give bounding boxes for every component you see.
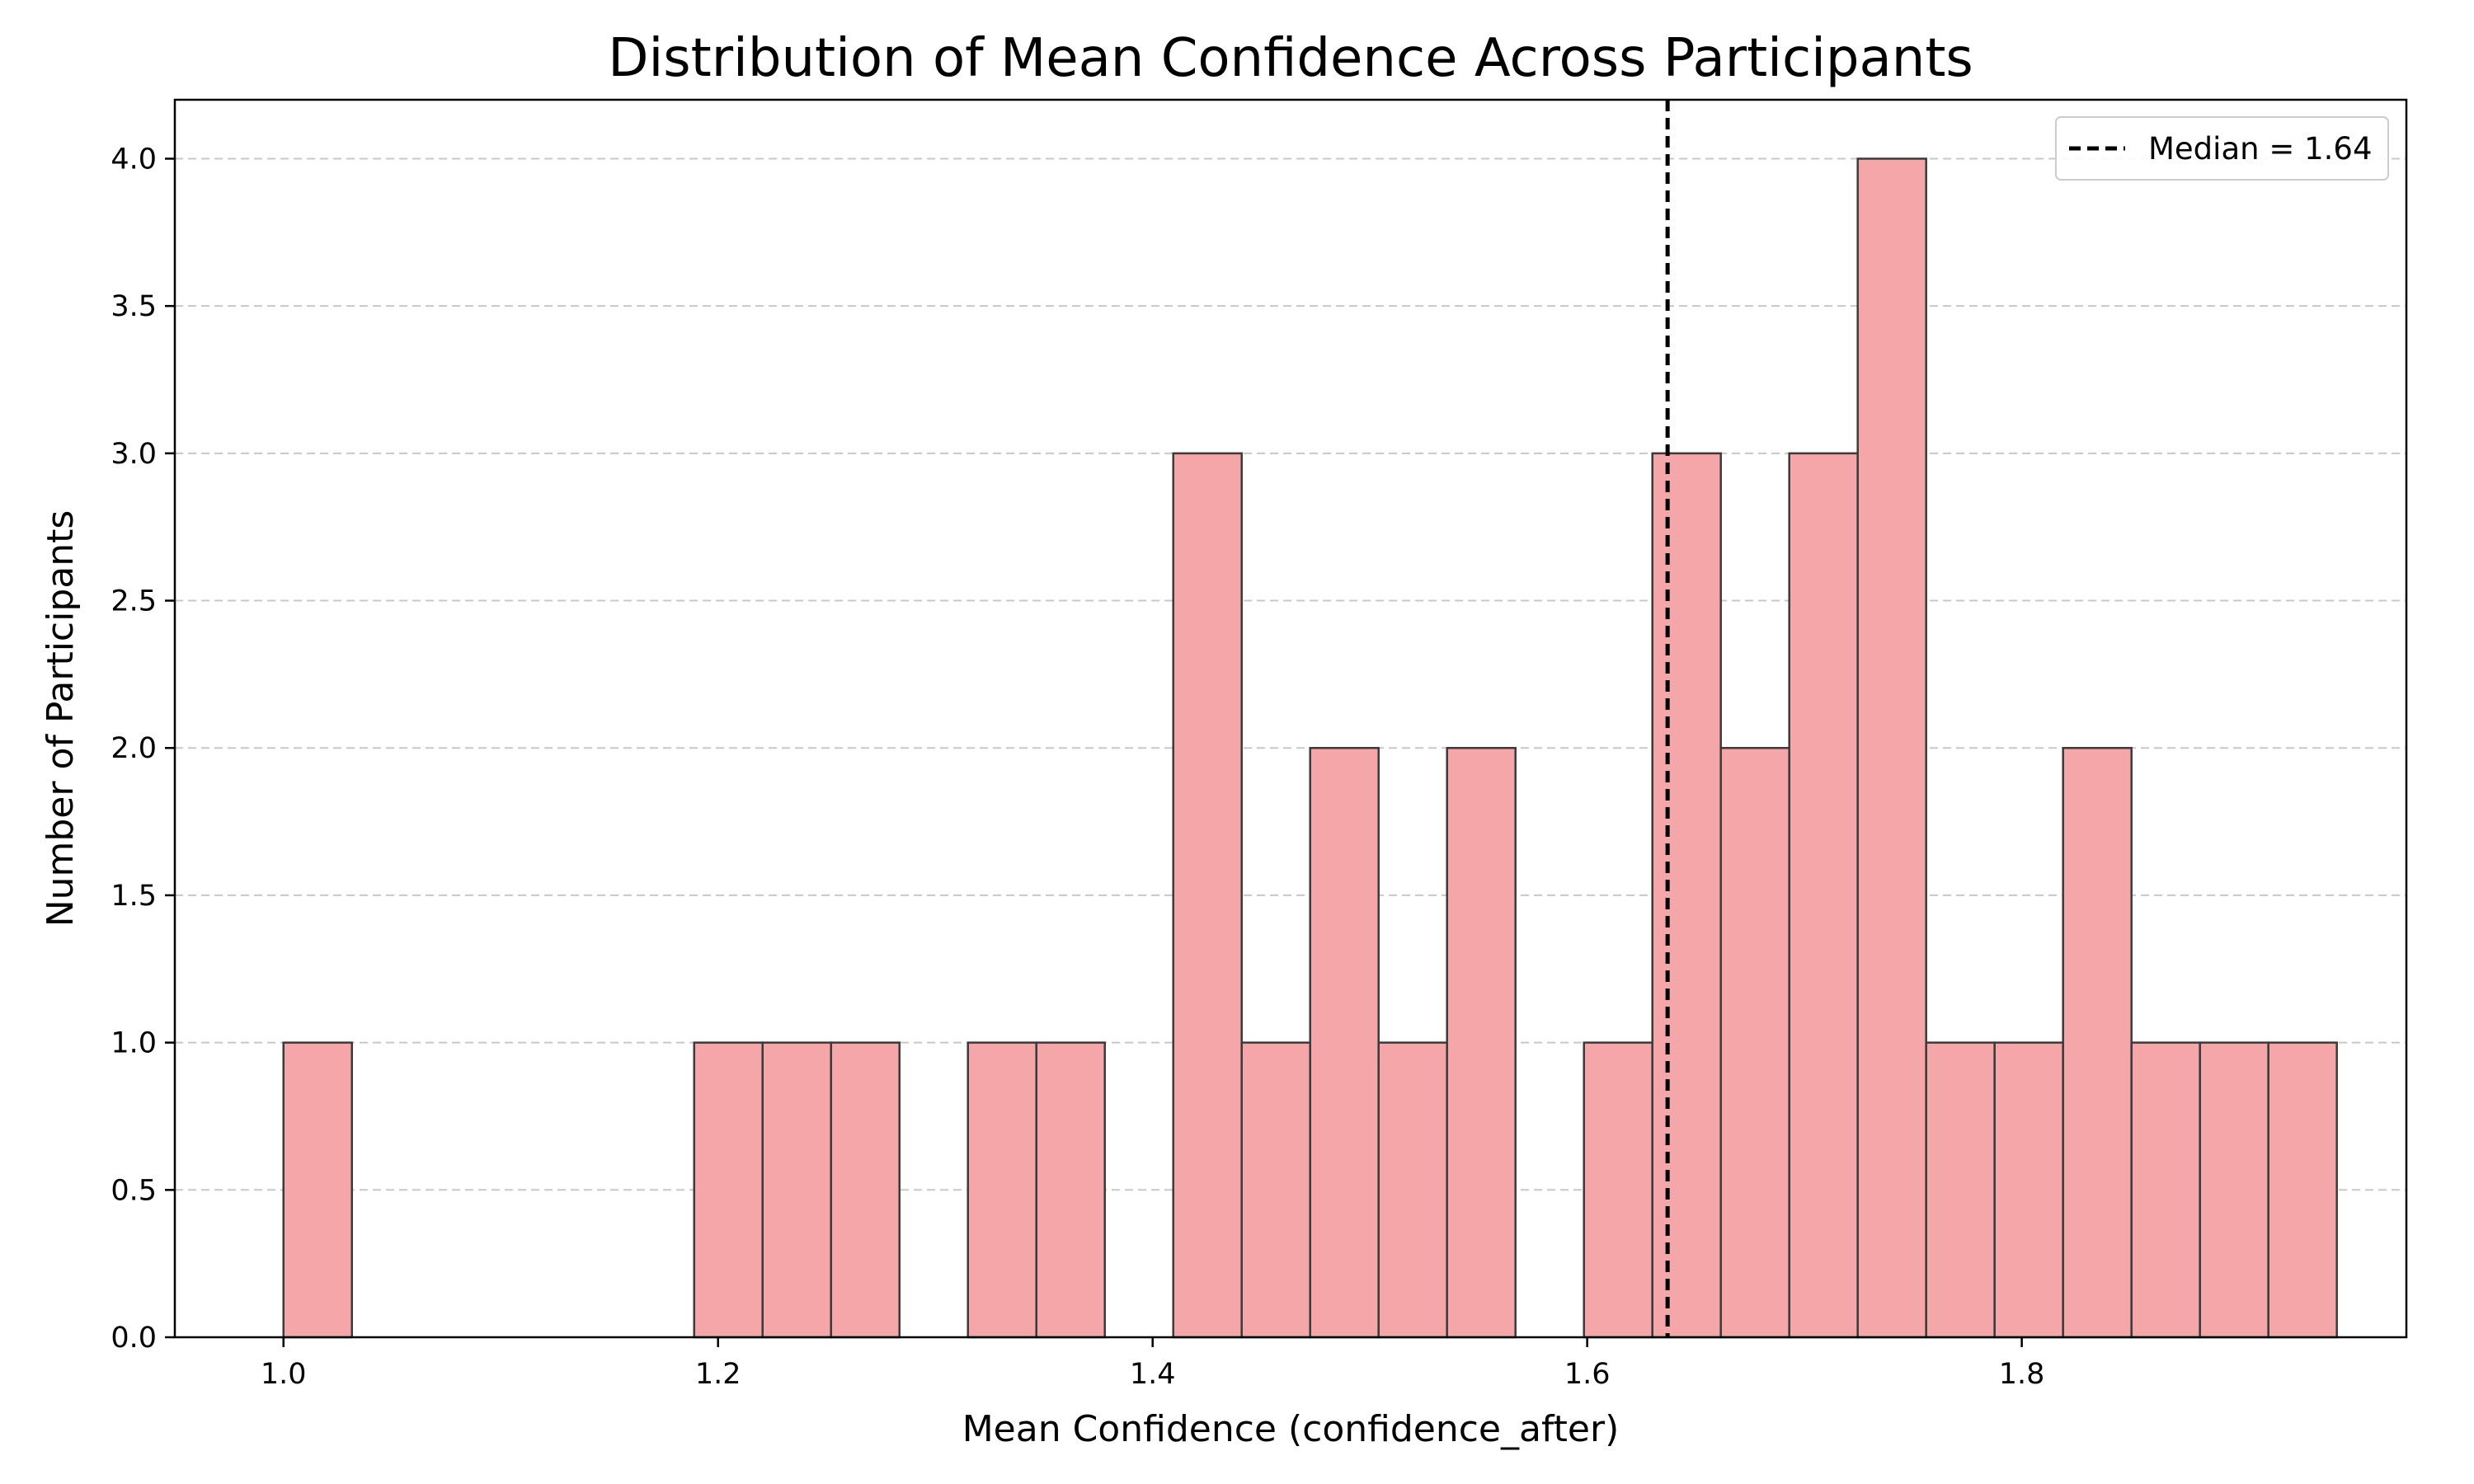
histogram-bar bbox=[1925, 1041, 1996, 1339]
x-axis-ticks: 1.0 1.2 1.4 1.6 1.8 bbox=[261, 1337, 2045, 1391]
histogram-bar bbox=[1719, 746, 1790, 1339]
histogram-bar bbox=[1035, 1041, 1106, 1339]
histogram-bar bbox=[1240, 1041, 1311, 1339]
y-tick-label: 2.5 bbox=[111, 585, 157, 618]
histogram-bar bbox=[1446, 746, 1517, 1339]
histogram-bar bbox=[1309, 746, 1380, 1339]
legend: Median = 1.64 bbox=[2055, 116, 2389, 181]
histogram-bar bbox=[2267, 1041, 2338, 1339]
histogram-bar bbox=[1651, 452, 1722, 1339]
histogram-bar bbox=[1788, 452, 1859, 1339]
y-tick-label: 1.0 bbox=[111, 1027, 157, 1060]
y-tick-label: 1.5 bbox=[111, 880, 157, 913]
histogram-bar bbox=[1583, 1041, 1653, 1339]
histogram-bar bbox=[2199, 1041, 2269, 1339]
histogram-bar bbox=[282, 1041, 353, 1339]
x-tick-label: 1.8 bbox=[1999, 1358, 2045, 1391]
y-tick-label: 0.5 bbox=[111, 1174, 157, 1207]
y-tick-label: 4.0 bbox=[111, 143, 157, 176]
x-tick-label: 1.6 bbox=[1564, 1358, 1611, 1391]
x-axis-label: Mean Confidence (confidence_after) bbox=[962, 1408, 1620, 1450]
y-tick-label: 3.0 bbox=[111, 438, 157, 471]
y-axis-ticks: 0.0 0.5 1.0 1.5 2.0 2.5 3.0 3.5 4.0 bbox=[111, 143, 175, 1355]
histogram-bar bbox=[1993, 1041, 2064, 1339]
chart-title: Distribution of Mean Confidence Across P… bbox=[608, 28, 1973, 89]
y-tick-label: 3.5 bbox=[111, 290, 157, 323]
histogram-bar bbox=[1856, 157, 1927, 1339]
x-tick-label: 1.4 bbox=[1130, 1358, 1176, 1391]
legend-label-median: Median = 1.64 bbox=[2148, 131, 2372, 167]
x-tick-label: 1.2 bbox=[695, 1358, 741, 1391]
legend-box bbox=[2055, 116, 2389, 181]
histogram-bar bbox=[2130, 1041, 2201, 1339]
y-axis-label: Number of Participants bbox=[40, 510, 82, 928]
plot-frame bbox=[173, 98, 2408, 1339]
histogram-bar bbox=[693, 1041, 764, 1339]
histogram-bar bbox=[2062, 746, 2133, 1339]
histogram-bar bbox=[967, 1041, 1037, 1339]
y-tick-label: 2.0 bbox=[111, 732, 157, 765]
x-tick-label: 1.0 bbox=[261, 1358, 307, 1391]
histogram-bar bbox=[1377, 1041, 1448, 1339]
histogram-bar bbox=[830, 1041, 901, 1339]
histogram-bar bbox=[1172, 452, 1243, 1339]
y-tick-label: 0.0 bbox=[111, 1322, 157, 1355]
histogram-bar bbox=[761, 1041, 832, 1339]
